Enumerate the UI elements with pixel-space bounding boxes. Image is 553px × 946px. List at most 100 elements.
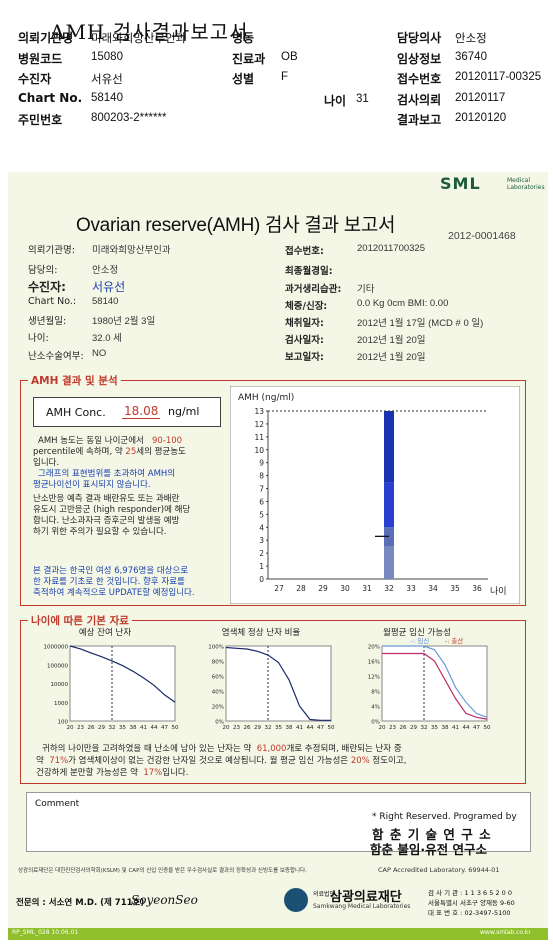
header-label: 의뢰기관명 <box>18 31 74 45</box>
percentile-bar-1 <box>384 482 394 528</box>
form-code: RP_SML_028 10.06.01 <box>12 929 79 936</box>
amh-note-1c: 입니다. <box>33 458 60 468</box>
mini-xtick: 47 <box>473 725 480 731</box>
mini-chart-title: 월평균 임신 가능성 <box>383 627 451 638</box>
mini-ytick: 40% <box>212 690 224 696</box>
report-title: Ovarian reserve(AMH) 검사 결과 보고서 <box>76 215 396 236</box>
mini-xtick: 20 <box>223 725 230 731</box>
field-value: 58140 <box>92 296 119 307</box>
mini-xtick: 32 <box>109 725 116 731</box>
field-value: 안소정 <box>92 265 119 276</box>
amh-ytick: 7 <box>259 485 264 494</box>
mini-xtick: 35 <box>275 725 282 731</box>
amh-ytick: 13 <box>254 407 264 416</box>
header-value: 20120117 <box>455 91 506 104</box>
field-label: 나이: <box>28 333 49 344</box>
percentile-bar-3 <box>384 546 394 579</box>
legend-pregnancy: -: 임신 <box>411 636 430 645</box>
footer-green-bar <box>8 928 548 940</box>
mini-xtick: 47 <box>317 725 324 731</box>
mini-xtick: 44 <box>307 725 314 731</box>
amh-section-title: AMH 결과 및 분석 <box>28 373 121 388</box>
amh-conc-value: 18.08 <box>122 404 161 419</box>
org-name-en: Samkwang Medical Laboratories <box>313 903 411 910</box>
field-value: NO <box>92 348 107 359</box>
mini-xtick: 20 <box>67 725 74 731</box>
field-label: 난소수술여부: <box>28 351 84 362</box>
amh-xlabel: 나이 <box>490 586 507 597</box>
percentile-bar-0 <box>384 411 394 483</box>
mini-ytick: 0% <box>371 720 380 726</box>
field-value: 2012년 1월 20일 <box>357 352 426 363</box>
mini-ytick: 1000 <box>54 701 68 707</box>
field-label: 수진자: <box>28 280 66 294</box>
amh-ytick: 4 <box>259 523 264 532</box>
mini-xtick: 35 <box>119 725 126 731</box>
mini-xtick: 35 <box>431 725 438 731</box>
amh-ytick: 11 <box>254 433 264 442</box>
header-label: 진료과 <box>232 51 266 66</box>
field-value: 1980년 2월 3일 <box>92 316 156 327</box>
age-summary-1: 귀하의 나이만을 고려하였을 때 난소에 남아 있는 난자는 약 61,000개… <box>42 744 402 754</box>
amh-ytick: 9 <box>259 459 264 468</box>
amh-ytick: 5 <box>259 510 264 519</box>
mini-ytick: 0% <box>215 720 224 726</box>
mini-xtick: 44 <box>151 725 158 731</box>
amh-note-3c: 합니다. 난소과자극 증후군의 발생을 예방 <box>33 516 180 526</box>
logo-sub2: Laboratories <box>507 184 545 191</box>
legend-birth: -: 출산 <box>445 636 464 645</box>
mini-xtick: 50 <box>484 725 491 731</box>
amh-xtick: 33 <box>406 584 416 593</box>
age-summary-3: 건강하게 분만할 가능성은 약 17%입니다. <box>36 768 189 778</box>
header-value: 미래와희망산부인과 <box>91 33 187 45</box>
mini-xtick: 41 <box>140 725 147 731</box>
normal-eggs-chart: 염색체 정상 난자 비율 100% 80% 60% 40% 20% 0%20 23 26 29 32… <box>208 627 335 731</box>
amh-xtick: 31 <box>362 584 372 593</box>
address: 서울특별시 서초구 양재동 9-60 <box>428 899 515 907</box>
header-label: 접수번호 <box>397 72 442 86</box>
mini-series-line <box>69 645 176 703</box>
amh-note-2b: 평균나이선이 표시되지 않습니다. <box>33 480 151 490</box>
header-label: 담당의사 <box>397 31 442 45</box>
mini-ytick: 16% <box>368 660 380 666</box>
mini-xtick: 26 <box>244 725 251 731</box>
lab-name-2: 함춘 불임·유전 연구소 <box>370 842 487 857</box>
amh-conc-label: AMH Conc. <box>46 406 106 419</box>
header-value: 800203-2****** <box>91 112 167 124</box>
field-value: 0.0 Kg 0cm BMI: 0.00 <box>357 298 449 309</box>
rights-line: * Right Reserved. Programed by <box>372 812 517 822</box>
amh-xtick: 30 <box>340 584 350 593</box>
mini-xtick: 23 <box>233 725 240 731</box>
age-value: 31 <box>356 93 369 105</box>
header-value: 15080 <box>91 50 123 63</box>
mini-chart-plot <box>225 645 332 722</box>
phone: 대 표 번 호 : 02-3497-5100 <box>428 909 511 917</box>
page-title: AMH 검사결과보고서 <box>50 20 249 44</box>
field-label: Chart No.: <box>28 296 77 307</box>
field-label: 담당의: <box>28 265 58 276</box>
website-url[interactable]: www.smlab.co.kr <box>480 929 531 936</box>
header-value: 안소정 <box>455 33 487 45</box>
mini-xtick: 29 <box>98 725 105 731</box>
field-label: 검사일자: <box>285 335 324 346</box>
mini-ytick: 100 <box>58 720 69 726</box>
header-label: 검사의뢰 <box>397 92 442 107</box>
field-value: 2012011700325 <box>357 243 425 254</box>
field-label: 체중/신장: <box>285 301 328 312</box>
age-label: 나이 <box>324 94 347 108</box>
header-value: 20120117-00325 <box>455 71 542 83</box>
amh-note-1: AMH 농도는 동일 나이군에서 90-100 <box>38 436 183 446</box>
amh-note-3d: 하기 위한 주의가 필요할 수 있습니다. <box>33 527 167 537</box>
field-label: 접수번호: <box>285 246 324 257</box>
age-section-title: 나이에 따른 기본 자료 <box>28 613 132 628</box>
mini-ytick: 100% <box>208 645 224 651</box>
mini-ytick: 4% <box>371 705 380 711</box>
field-value: 기타 <box>357 284 375 295</box>
amh-ylabel: AMH (ng/ml) <box>238 393 294 403</box>
mini-ytick: 1000000 <box>44 645 69 651</box>
mini-ytick: 12% <box>368 675 380 681</box>
header-label: 주민번호 <box>18 113 63 127</box>
mini-xtick: 20 <box>379 725 386 731</box>
mini-chart-plot <box>69 645 176 722</box>
